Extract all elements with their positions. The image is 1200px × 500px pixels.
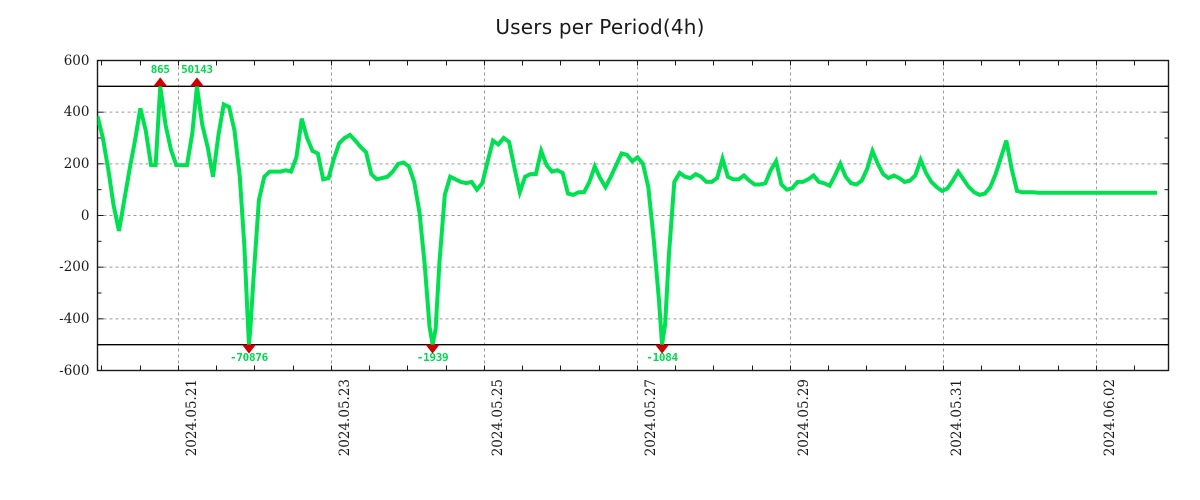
chart-title: Users per Period(4h) — [495, 15, 705, 39]
y-axis-tick-label: -600 — [59, 362, 90, 379]
y-axis-tick-label: 200 — [63, 155, 90, 172]
y-axis-tick-label: 400 — [63, 104, 90, 121]
anomaly-marker-down[interactable] — [241, 344, 256, 354]
anomaly-marker-down[interactable] — [655, 344, 670, 354]
anomaly-marker-label: 50143 — [181, 63, 213, 77]
anomaly-marker-up[interactable] — [153, 77, 168, 87]
gridlines — [97, 60, 1169, 371]
anomaly-marker-down[interactable] — [425, 344, 440, 354]
threshold-lines — [97, 85, 1169, 346]
anomaly-marker-up[interactable] — [189, 77, 204, 87]
data-line — [97, 86, 1158, 346]
y-axis-tick-label: -400 — [59, 310, 90, 327]
anomaly-marker-label: -70876 — [230, 350, 268, 364]
y-axis-tick-label: -200 — [59, 259, 90, 276]
anomaly-marker-label: -1939 — [416, 350, 449, 364]
anomaly-marker-label: 865 — [150, 63, 170, 77]
plot-border — [96, 59, 1170, 372]
anomaly-marker-label: -1084 — [646, 350, 678, 364]
plot-frame — [96, 59, 1170, 372]
anomaly-markers — [153, 77, 670, 354]
y-axis-tick-label: 600 — [63, 52, 90, 69]
y-axis-tick-label: 0 — [80, 207, 90, 224]
data-line-series — [97, 86, 1158, 346]
